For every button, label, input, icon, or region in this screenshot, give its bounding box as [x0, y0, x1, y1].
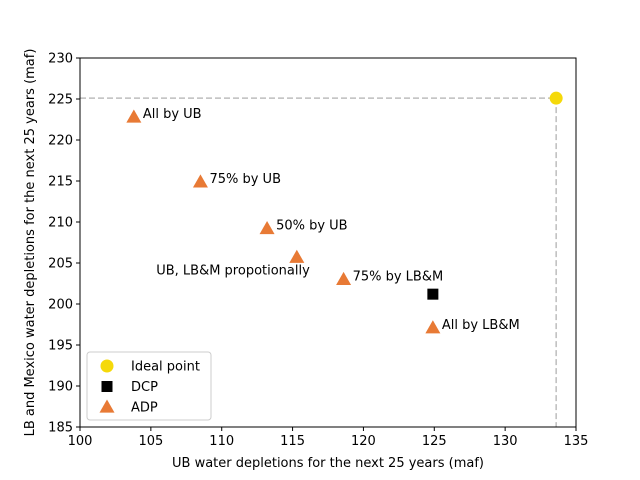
y-tick-label: 200: [48, 298, 73, 313]
x-tick-label: 125: [422, 434, 447, 449]
x-tick-label: 135: [564, 434, 589, 449]
x-tick-label: 110: [209, 434, 234, 449]
y-tick-label: 230: [48, 52, 73, 67]
y-axis-ticks: 185 190 195 200 205 210 215 220 225 230: [48, 52, 80, 436]
y-tick-label: 225: [48, 93, 73, 108]
legend-adp-marker: [99, 399, 115, 413]
y-axis-label: LB and Mexico water depletions for the n…: [23, 49, 38, 437]
point-annotation: All by UB: [143, 107, 202, 122]
y-tick-label: 185: [48, 421, 73, 436]
point-annotation: 75% by UB: [209, 172, 281, 187]
ideal-point-point: [549, 91, 563, 105]
x-axis-ticks: 100 105 110 115 120 125 130 135: [68, 427, 589, 449]
legend-entry-label: ADP: [131, 401, 158, 416]
adp-point: [425, 320, 441, 334]
x-tick-label: 120: [351, 434, 376, 449]
x-axis-label: UB water depletions for the next 25 year…: [172, 456, 484, 471]
adp-point: [289, 249, 305, 263]
legend-ideal-point-marker: [100, 359, 114, 373]
x-tick-label: 105: [138, 434, 163, 449]
point-annotation: UB, LB&M propotionally: [156, 263, 310, 278]
y-tick-label: 195: [48, 339, 73, 354]
point-annotations: All by UB 75% by UB 50% by UB UB, LB&M prop…: [143, 107, 520, 333]
data-points: [126, 91, 563, 334]
x-tick-label: 115: [280, 434, 305, 449]
adp-point: [192, 174, 208, 188]
x-tick-label: 100: [68, 434, 93, 449]
y-tick-label: 190: [48, 380, 73, 395]
y-tick-label: 205: [48, 257, 73, 272]
point-annotation: All by LB&M: [442, 318, 520, 333]
legend-box: [86, 351, 212, 421]
y-tick-label: 215: [48, 175, 73, 190]
adp-point: [336, 271, 352, 286]
adp-point: [259, 221, 275, 235]
dcp-point: [427, 288, 439, 300]
adp-point: [126, 109, 142, 123]
legend-entry-label: DCP: [131, 380, 158, 395]
legend-entry-label: Ideal point: [131, 360, 200, 375]
plot-frame: [79, 57, 577, 428]
point-annotation: 75% by LB&M: [353, 269, 444, 284]
y-tick-label: 220: [48, 134, 73, 149]
x-tick-label: 130: [493, 434, 518, 449]
legend: Ideal point DCP ADP: [86, 351, 212, 421]
point-annotation: 50% by UB: [276, 219, 348, 234]
y-tick-label: 210: [48, 216, 73, 231]
reference-lines: [80, 97, 557, 427]
legend-dcp-marker: [101, 381, 113, 392]
